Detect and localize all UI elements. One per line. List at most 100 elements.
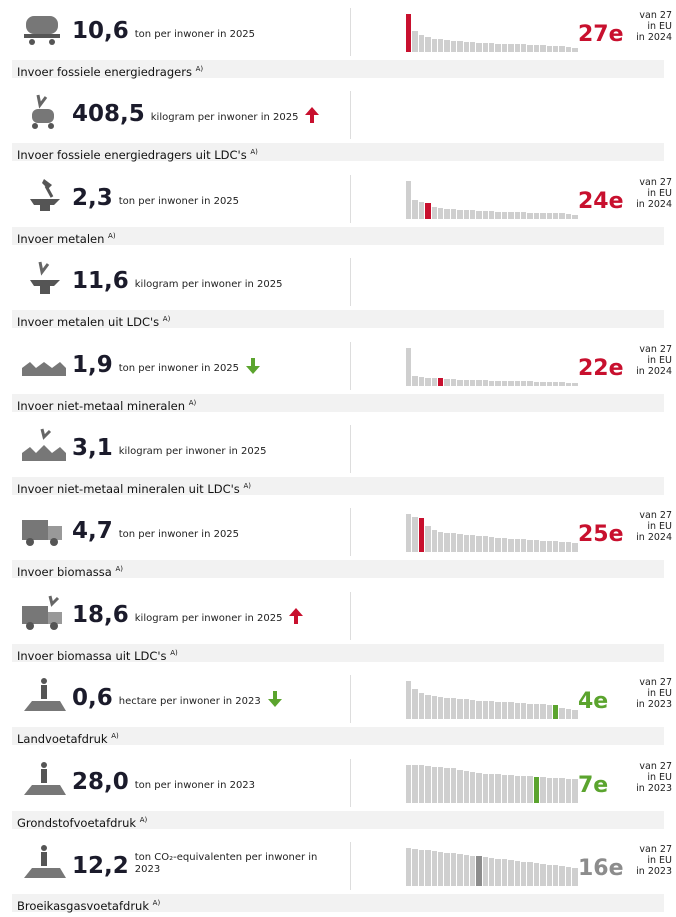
bar [559,382,565,386]
mini-chart [406,514,578,553]
label-text: Grondstofvoetafdruk [17,815,137,830]
bar [450,768,457,803]
bar [572,542,578,553]
bar [552,705,559,720]
bar [418,377,425,386]
bar [514,381,521,386]
label-text: Invoer fossiele energiedragers [17,64,192,79]
mini-chart [406,14,578,52]
label-text: Broeikasgasvoetafdruk [17,898,150,913]
bar [489,774,495,803]
bar [482,857,489,886]
bar [469,535,476,553]
rank-note-line: in 2024 [636,532,672,544]
unit: ton per inwoner in 2025 [118,362,240,374]
trend-arrow [267,691,282,708]
bar [489,857,495,886]
bar [540,540,546,553]
bar [514,539,521,553]
bar [476,700,482,720]
icon [24,678,66,712]
label-text: Invoer fossiele energiedragers uit LDC's [17,148,247,163]
indicator-row: 10,6 ton per inwoner in 2025 27e van 27 in E… [0,0,676,83]
bar [406,180,412,219]
rank-note: van 27 in EU in 2023 [636,844,672,877]
bar [521,776,527,803]
unit: ton per inwoner in 2025 [118,195,240,207]
rank-note: van 27 in EU in 2024 [636,177,672,210]
bar [418,34,425,52]
bar [514,860,521,886]
bar [495,380,501,386]
rank-note-line: in 2024 [636,365,672,377]
icon [24,16,60,45]
indicator-row: 3,1 kilogram per inwoner in 2025 Invoer ni… [0,417,676,500]
icon [24,761,66,795]
bar [527,212,533,219]
bar [508,44,514,52]
bar [514,44,521,52]
bar [559,541,565,553]
bar [508,860,514,886]
bar [425,766,431,803]
bar [482,536,489,553]
bar [552,865,559,886]
bar [508,775,514,803]
bar [476,772,482,803]
rank: 24e [578,188,624,214]
divider [350,174,351,223]
bar [469,855,476,886]
value-line: 11,6 kilogram per inwoner in 2025 [72,268,282,294]
bar [508,702,514,720]
bar [406,14,412,52]
unit: kilogram per inwoner in 2025 [134,612,283,624]
icon-box [20,844,68,886]
bar [495,211,501,219]
bar [469,42,476,52]
mini-chart [406,347,578,386]
indicator-row: 408,5 kilogram per inwoner in 2025 Invoer … [0,83,676,166]
bar [501,702,508,720]
label-text: Invoer metalen uit LDC's [17,315,160,330]
bar [546,45,552,52]
footnote: A) [139,815,148,824]
rank-note: van 27 in EU in 2024 [636,344,672,377]
rank-note: van 27 in EU in 2024 [636,10,672,43]
rank-note-line: van 27 [639,760,672,772]
bar [489,537,495,553]
icon [22,361,66,376]
value: 11,6 [72,268,129,295]
bar [521,212,527,219]
bar [437,39,444,52]
bar [437,531,444,553]
bar [457,854,463,886]
indicator-row: 2,3 ton per inwoner in 2025 24e van 27 in EU… [0,167,676,250]
icon [22,595,62,630]
bar [476,535,482,553]
icon-box [20,761,68,803]
bar [565,708,572,720]
rank: 27e [578,22,624,47]
value-line: 3,1 kilogram per inwoner in 2025 [72,435,266,461]
trend-arrow [305,107,320,124]
rank: 25e [578,522,624,548]
bar [444,39,450,52]
bar [425,850,431,886]
unit: ton per inwoner in 2025 [134,29,256,40]
value: 28,0 [72,768,129,795]
bar [521,861,527,886]
footnote: A) [162,315,171,324]
divider [350,591,351,640]
footnote: A) [195,65,204,73]
footnote: A) [170,648,178,657]
bar [501,211,508,219]
divider [350,508,351,557]
bar [476,856,482,886]
bar [501,43,508,52]
footnote: A) [243,482,251,490]
divider [350,341,351,390]
bar [495,774,501,803]
bar [469,210,476,219]
bar [565,213,572,219]
